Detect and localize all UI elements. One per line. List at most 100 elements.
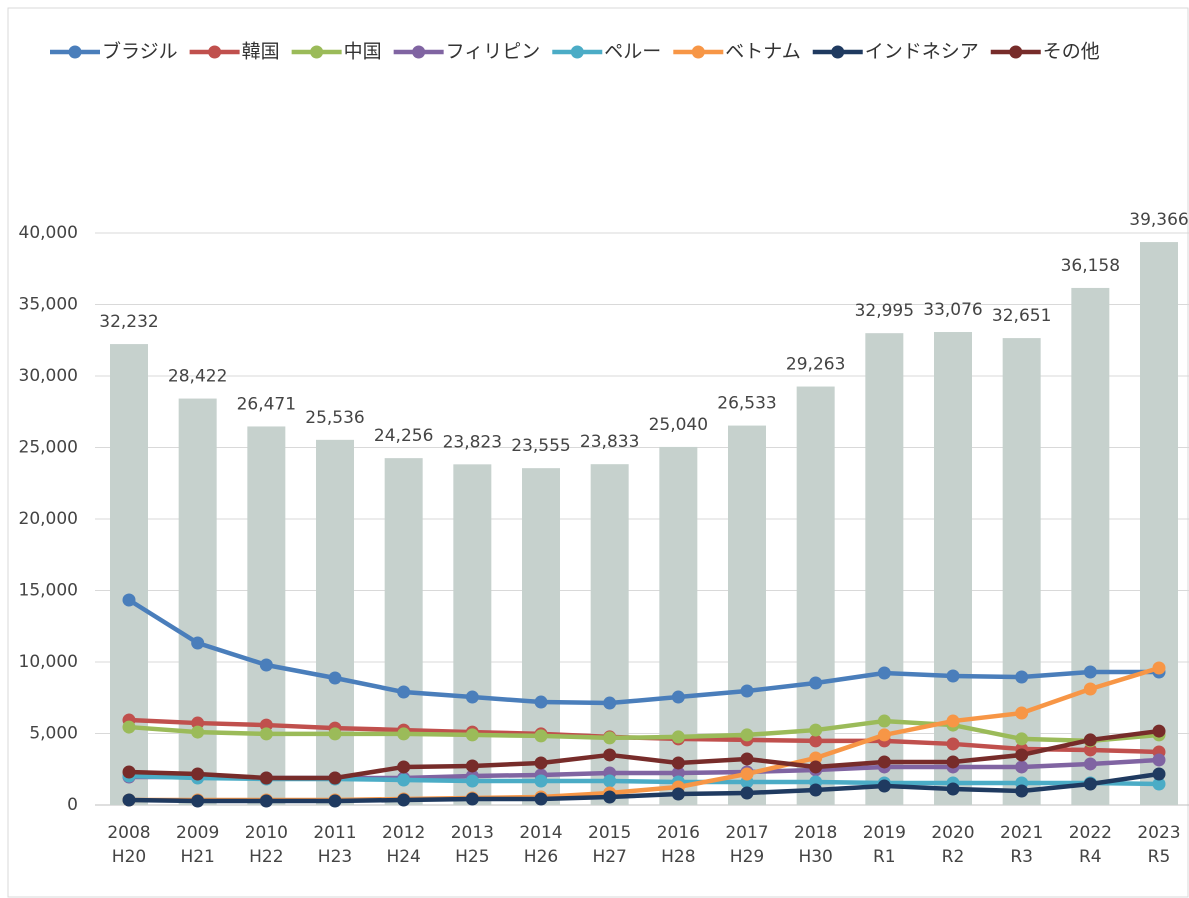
- marker: [671, 690, 685, 704]
- y-tick-label: 25,000: [19, 438, 78, 458]
- marker: [259, 727, 273, 741]
- x-tick-label: 2008: [107, 823, 150, 843]
- marker: [1015, 732, 1029, 746]
- data-label: 25,040: [649, 415, 708, 435]
- legend-label: インドネシア: [865, 41, 979, 63]
- marker: [877, 728, 891, 742]
- data-label: 36,158: [1061, 256, 1120, 276]
- x-tick-label: 2013: [451, 823, 494, 843]
- marker: [603, 748, 617, 762]
- marker: [122, 720, 136, 734]
- marker: [946, 669, 960, 683]
- marker: [122, 765, 136, 779]
- marker: [740, 786, 754, 800]
- legend-marker: [208, 45, 222, 59]
- marker: [259, 794, 273, 808]
- x-tick-label: H24: [386, 847, 420, 867]
- marker: [671, 730, 685, 744]
- marker: [465, 759, 479, 773]
- marker: [946, 714, 960, 728]
- bar: [1071, 287, 1110, 805]
- marker: [534, 756, 548, 770]
- y-tick-label: 40,000: [19, 223, 78, 243]
- bar: [110, 344, 148, 805]
- bar: [1140, 242, 1178, 806]
- data-label: 26,533: [717, 394, 776, 414]
- x-tick-label: 2011: [313, 823, 356, 843]
- data-label: 32,651: [992, 306, 1051, 326]
- x-tick-label: 2009: [176, 823, 219, 843]
- marker: [1152, 767, 1166, 781]
- marker: [1152, 661, 1166, 675]
- legend-marker: [570, 45, 584, 59]
- marker: [603, 774, 617, 788]
- y-tick-label: 0: [67, 795, 78, 815]
- marker: [397, 760, 411, 774]
- marker: [1083, 757, 1097, 771]
- x-tick-label: R3: [1010, 847, 1033, 867]
- data-label: 23,555: [511, 436, 570, 456]
- data-label: 25,536: [305, 408, 364, 428]
- marker: [397, 727, 411, 741]
- marker: [328, 794, 342, 808]
- x-tick-label: H25: [455, 847, 489, 867]
- marker: [809, 734, 823, 748]
- x-tick-label: R5: [1148, 847, 1171, 867]
- x-tick-label: 2020: [931, 823, 974, 843]
- marker: [877, 779, 891, 793]
- marker: [603, 696, 617, 710]
- line: [127, 598, 1159, 706]
- x-tick-label: 2018: [794, 823, 837, 843]
- legend-label: 韓国: [242, 41, 280, 63]
- legend-label: ペルー: [604, 41, 661, 63]
- x-tick-label: 2023: [1137, 823, 1180, 843]
- line: [128, 771, 1160, 804]
- marker: [191, 794, 205, 808]
- data-label: 23,823: [443, 432, 502, 452]
- marker: [946, 782, 960, 796]
- bar: [1002, 338, 1041, 805]
- data-label: 29,263: [786, 355, 845, 375]
- bar: [316, 439, 354, 805]
- marker: [1083, 777, 1097, 791]
- marker: [740, 767, 754, 781]
- marker: [740, 684, 754, 698]
- marker: [809, 676, 823, 690]
- x-tick-label: 2010: [245, 823, 288, 843]
- marker: [946, 755, 960, 769]
- marker: [671, 787, 685, 801]
- marker: [1015, 706, 1029, 720]
- data-label: 24,256: [374, 426, 433, 446]
- x-tick-label: H27: [592, 847, 626, 867]
- x-tick-label: H21: [180, 847, 214, 867]
- x-tick-label: 2016: [657, 823, 700, 843]
- marker: [946, 737, 960, 751]
- x-tick-label: H22: [249, 847, 283, 867]
- marker: [191, 767, 205, 781]
- chart-frame: [7, 7, 1189, 898]
- bar: [659, 446, 698, 805]
- x-tick-label: H26: [524, 847, 558, 867]
- data-label: 23,833: [580, 432, 639, 452]
- marker: [1083, 682, 1097, 696]
- marker: [328, 671, 342, 685]
- marker: [534, 774, 548, 788]
- marker: [1152, 753, 1166, 767]
- legend-label: 中国: [344, 41, 382, 63]
- y-tick-label: 35,000: [19, 295, 78, 315]
- marker: [1083, 743, 1097, 757]
- bar: [453, 464, 492, 805]
- x-tick-label: 2014: [519, 823, 562, 843]
- legend-marker: [412, 45, 426, 59]
- x-tick-label: R1: [873, 847, 896, 867]
- marker: [877, 714, 891, 728]
- marker: [1015, 670, 1029, 684]
- marker: [809, 760, 823, 774]
- bar: [522, 468, 560, 805]
- x-tick-label: 2012: [382, 823, 425, 843]
- marker: [534, 729, 548, 743]
- x-tick-label: 2021: [1000, 823, 1043, 843]
- marker: [671, 756, 685, 770]
- bar: [590, 464, 629, 805]
- legend-label: ベトナム: [725, 41, 800, 63]
